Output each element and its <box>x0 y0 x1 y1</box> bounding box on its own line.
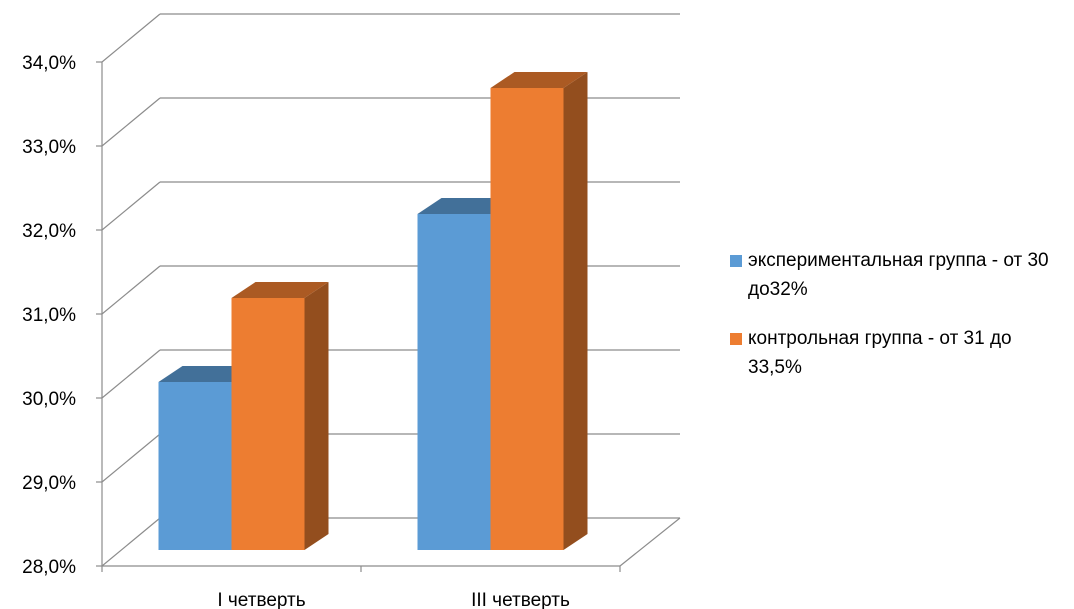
bar-top <box>231 282 329 298</box>
bar-front <box>231 298 305 550</box>
legend-swatch-experimental <box>730 255 742 267</box>
gridline-side <box>101 97 161 147</box>
gridline-side <box>101 181 161 231</box>
gridline-side <box>101 349 161 399</box>
gridline-side <box>101 265 161 315</box>
y-tick-label: 31,0% <box>22 305 76 326</box>
y-tick-label: 34,0% <box>22 53 76 74</box>
axes <box>96 61 681 572</box>
legend-item-experimental: экспериментальная группа - от 30 до32% <box>730 246 1070 304</box>
floor-edge <box>619 517 681 567</box>
bar-front <box>490 88 564 550</box>
legend: экспериментальная группа - от 30 до32% к… <box>730 246 1070 402</box>
bar-top <box>490 72 588 88</box>
x-tick-label: I четверть <box>217 590 305 609</box>
gridline-side <box>101 13 161 63</box>
y-tick-label: 33,0% <box>22 137 76 158</box>
y-tick-label: 32,0% <box>22 221 76 242</box>
bar-side <box>304 282 329 550</box>
x-tick-label: III четверть <box>471 590 570 609</box>
x-tick-labels: I четверть III четверть <box>217 590 570 609</box>
legend-swatch-control <box>730 333 742 345</box>
bar-front <box>158 382 232 550</box>
bar-front <box>417 214 491 550</box>
bar <box>158 366 256 550</box>
legend-label-experimental: экспериментальная группа - от 30 до32% <box>748 250 1049 300</box>
legend-item-control: контрольная группа - от 31 до 33,5% <box>730 324 1070 382</box>
bar <box>231 282 329 550</box>
legend-label-control: контрольная группа - от 31 до 33,5% <box>748 328 1012 378</box>
bars <box>158 72 588 550</box>
bar-top <box>158 366 256 382</box>
y-tick-label: 28,0% <box>22 557 76 578</box>
y-tick-labels: 28,0% 29,0% 30,0% 31,0% 32,0% 33,0% 34,0% <box>22 53 76 578</box>
bar <box>490 72 588 550</box>
y-tick-label: 30,0% <box>22 389 76 410</box>
y-tick-label: 29,0% <box>22 473 76 494</box>
gridline-side <box>101 433 161 483</box>
bar-top <box>417 198 515 214</box>
gridline-side <box>101 517 161 567</box>
bar-side <box>563 72 588 550</box>
